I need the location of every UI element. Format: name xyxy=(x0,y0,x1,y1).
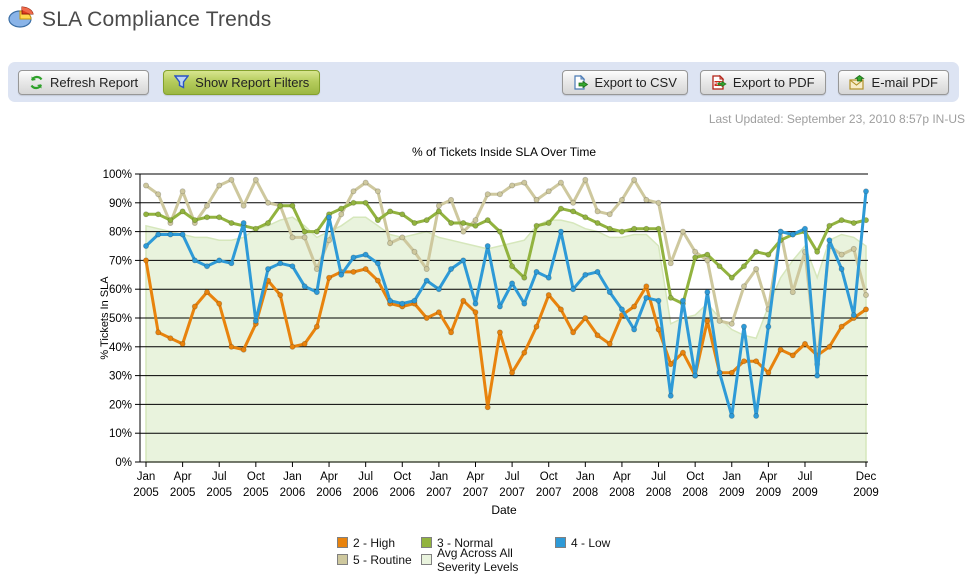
csv-file-icon xyxy=(573,74,589,90)
svg-text:90%: 90% xyxy=(109,198,132,210)
svg-text:Jan: Jan xyxy=(137,471,156,483)
svg-text:Apr: Apr xyxy=(759,471,777,483)
svg-text:Apr: Apr xyxy=(174,471,192,483)
last-updated-text: Last Updated: September 23, 2010 8:57p I… xyxy=(708,112,965,126)
svg-text:40%: 40% xyxy=(109,342,132,354)
legend-label: 4 - Low xyxy=(571,535,611,550)
svg-text:Jan: Jan xyxy=(430,471,449,483)
legend-row: 5 - Routine Avg Across All Severity Level… xyxy=(337,546,610,574)
svg-text:2009: 2009 xyxy=(756,487,782,499)
email-pdf-label: E-mail PDF xyxy=(871,74,938,90)
svg-text:2009: 2009 xyxy=(719,487,745,499)
legend-item-2-high: 2 - High xyxy=(337,536,421,550)
toolbar: Refresh Report Show Report Filters Expor… xyxy=(8,62,959,102)
legend-label: 3 - Normal xyxy=(437,535,494,550)
legend-label: 5 - Routine xyxy=(353,552,412,567)
show-report-filters-label: Show Report Filters xyxy=(195,74,310,90)
svg-text:Oct: Oct xyxy=(540,471,559,483)
svg-text:0%: 0% xyxy=(115,457,132,469)
svg-text:80%: 80% xyxy=(109,227,132,239)
svg-text:2007: 2007 xyxy=(499,487,525,499)
svg-text:2009: 2009 xyxy=(853,487,879,499)
export-pdf-button[interactable]: PDF Export to PDF xyxy=(699,69,826,95)
svg-text:2007: 2007 xyxy=(536,487,562,499)
export-csv-button[interactable]: Export to CSV xyxy=(561,69,688,95)
svg-text:Oct: Oct xyxy=(686,471,705,483)
export-csv-label: Export to CSV xyxy=(594,74,677,90)
show-report-filters-button[interactable]: Show Report Filters xyxy=(163,69,321,95)
svg-text:2008: 2008 xyxy=(682,487,708,499)
svg-text:2009: 2009 xyxy=(792,487,818,499)
svg-text:2006: 2006 xyxy=(353,487,379,499)
svg-text:2007: 2007 xyxy=(463,487,489,499)
svg-text:% of Tickets Inside SLA Over T: % of Tickets Inside SLA Over Time xyxy=(412,145,596,159)
legend-swatch xyxy=(555,537,566,548)
legend-row: 2 - High 3 - Normal 4 - Low xyxy=(337,534,610,551)
funnel-icon xyxy=(174,75,190,89)
svg-text:20%: 20% xyxy=(109,399,132,411)
svg-text:2006: 2006 xyxy=(316,487,342,499)
svg-text:Jul: Jul xyxy=(358,471,373,483)
chart-legend: 2 - High 3 - Normal 4 - Low 5 - Routine Avg … xyxy=(337,534,610,574)
legend-swatch xyxy=(421,554,432,565)
svg-text:Oct: Oct xyxy=(247,471,266,483)
svg-text:30%: 30% xyxy=(109,371,132,383)
legend-swatch xyxy=(337,537,348,548)
svg-text:Jul: Jul xyxy=(505,471,520,483)
svg-text:Apr: Apr xyxy=(467,471,485,483)
svg-text:Oct: Oct xyxy=(393,471,412,483)
legend-item-5-routine: 5 - Routine xyxy=(337,553,421,567)
legend-swatch xyxy=(337,554,348,565)
refresh-icon xyxy=(29,75,44,90)
svg-text:50%: 50% xyxy=(109,313,132,325)
svg-text:2008: 2008 xyxy=(573,487,599,499)
svg-text:60%: 60% xyxy=(109,284,132,296)
svg-text:Apr: Apr xyxy=(320,471,338,483)
pdf-file-icon: PDF xyxy=(711,74,727,90)
email-icon xyxy=(848,74,866,90)
page-title: SLA Compliance Trends xyxy=(42,7,272,31)
svg-text:10%: 10% xyxy=(109,428,132,440)
svg-text:Jul: Jul xyxy=(651,471,666,483)
svg-text:2005: 2005 xyxy=(243,487,269,499)
svg-text:% Tickets In SLA: % Tickets In SLA xyxy=(99,276,111,360)
legend-item-3-normal: 3 - Normal xyxy=(421,536,555,550)
svg-text:Dec: Dec xyxy=(856,471,877,483)
legend-item-avg-across-all-severity-levels: Avg Across All Severity Levels xyxy=(421,546,555,574)
export-pdf-label: Export to PDF xyxy=(732,74,815,90)
svg-text:2005: 2005 xyxy=(206,487,232,499)
refresh-report-label: Refresh Report xyxy=(50,74,139,90)
sla-trend-chart: % of Tickets Inside SLA Over Time 0% 10% 20… xyxy=(0,140,975,530)
svg-text:Jan: Jan xyxy=(576,471,595,483)
svg-text:2005: 2005 xyxy=(170,487,196,499)
legend-label: 2 - High xyxy=(353,535,396,550)
svg-text:2006: 2006 xyxy=(280,487,306,499)
svg-text:Jul: Jul xyxy=(212,471,227,483)
pie-chart-icon xyxy=(8,6,34,33)
svg-text:2005: 2005 xyxy=(133,487,159,499)
legend-item-4-low: 4 - Low xyxy=(555,536,610,550)
email-pdf-button[interactable]: E-mail PDF xyxy=(837,69,949,95)
svg-text:Jan: Jan xyxy=(283,471,302,483)
refresh-report-button[interactable]: Refresh Report xyxy=(18,69,150,95)
svg-text:Jan: Jan xyxy=(722,471,741,483)
svg-text:100%: 100% xyxy=(103,169,132,181)
chart-canvas: % of Tickets Inside SLA Over Time 0% 10% 20… xyxy=(99,145,879,517)
svg-text:2007: 2007 xyxy=(426,487,452,499)
svg-text:2008: 2008 xyxy=(609,487,635,499)
legend-label: Avg Across All Severity Levels xyxy=(437,545,519,574)
page-header: SLA Compliance Trends xyxy=(8,6,272,33)
svg-text:Date: Date xyxy=(491,503,517,517)
svg-text:2006: 2006 xyxy=(389,487,415,499)
svg-text:70%: 70% xyxy=(109,255,132,267)
svg-text:Jul: Jul xyxy=(798,471,813,483)
svg-text:Apr: Apr xyxy=(613,471,631,483)
svg-text:2008: 2008 xyxy=(646,487,672,499)
legend-swatch xyxy=(421,537,432,548)
